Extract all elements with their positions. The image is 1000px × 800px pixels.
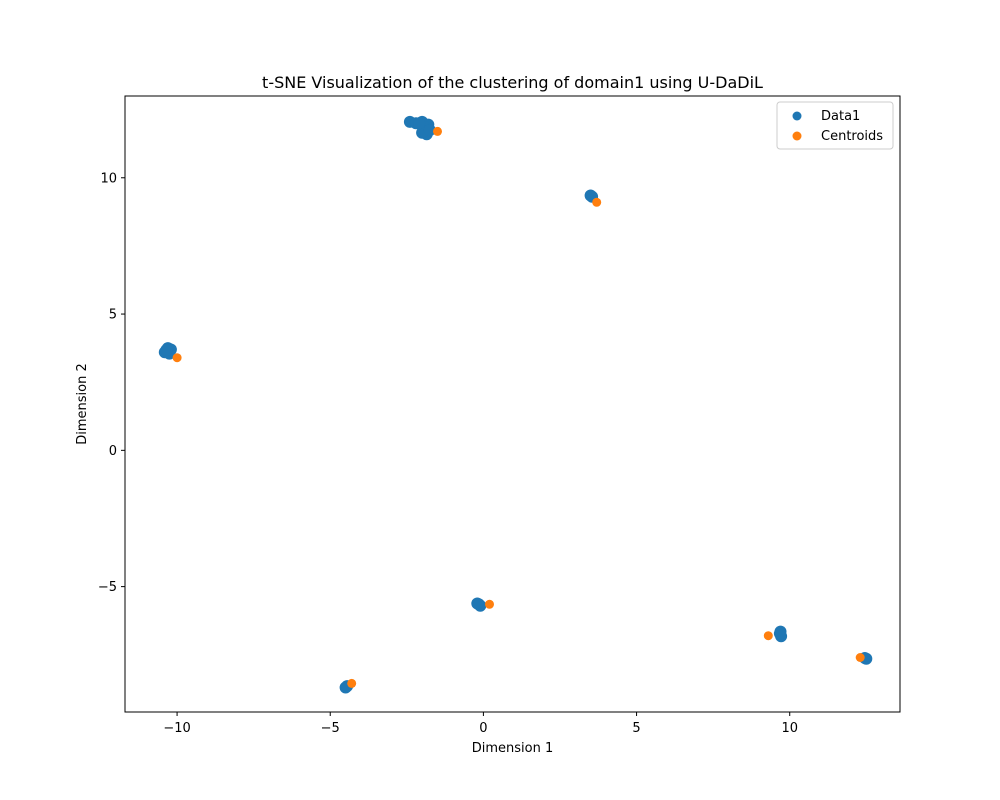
centroids-point [172, 353, 182, 363]
y-axis-label: Dimension 2 [75, 363, 90, 445]
centroids-point [485, 599, 494, 609]
x-axis-label: Dimension 1 [472, 741, 554, 756]
legend-marker-data1 [792, 111, 802, 121]
centroids-point [855, 653, 865, 662]
data1-point [773, 627, 786, 640]
centroids-point [592, 197, 602, 207]
plot-frame [124, 95, 901, 713]
x-tick-label: −10 [163, 721, 190, 736]
data1-point [413, 117, 426, 130]
chart-title: t-SNE Visualization of the clustering of… [262, 73, 763, 92]
data1-point [471, 597, 484, 610]
legend-label-data1: Data1 [821, 109, 860, 124]
legend-marker-centroids [792, 131, 802, 141]
y-tick-label: 10 [100, 171, 117, 186]
x-tick-label: 5 [632, 721, 640, 736]
y-tick-label: 0 [109, 444, 117, 459]
x-tick-label: −5 [321, 721, 340, 736]
x-tick-label: 10 [781, 721, 798, 736]
y-tick-label: 5 [109, 308, 117, 323]
centroids-point [433, 126, 442, 136]
centroids-point [763, 631, 773, 641]
x-tick-label: 0 [479, 721, 487, 736]
legend: Data1 Centroids [776, 101, 894, 150]
ticks-layer: −10 −5 0 5 10 −5 0 5 10 [98, 171, 798, 736]
legend-box [776, 101, 894, 150]
centroids-point [347, 678, 357, 688]
data1-point [160, 344, 173, 356]
y-tick-label: −5 [98, 580, 117, 595]
data1-point [423, 124, 436, 137]
marks-layer [158, 115, 873, 694]
legend-label-centroids: Centroids [821, 129, 883, 144]
